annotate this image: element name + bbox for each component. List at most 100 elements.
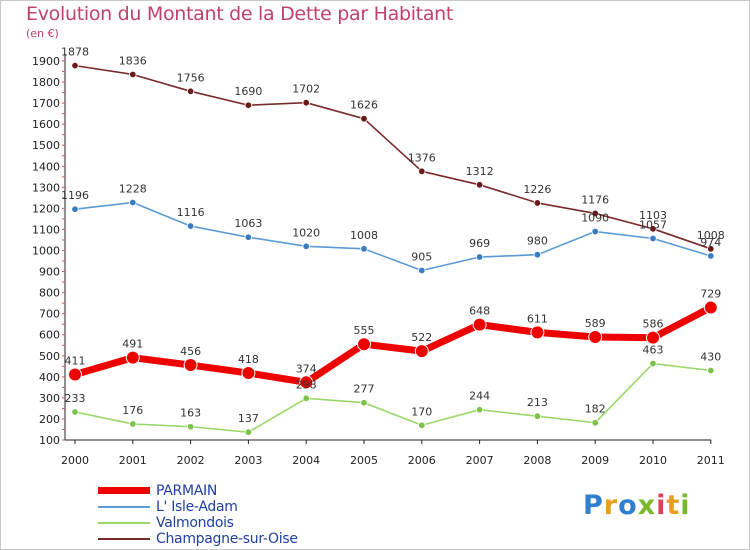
data-point <box>186 423 195 431</box>
data-point <box>71 205 79 213</box>
x-tick-label: 2002 <box>177 454 205 467</box>
tick-labels: 1002003004005006007008009001000110012001… <box>32 55 725 467</box>
logo-letter: r <box>603 490 619 521</box>
legend-swatch <box>98 506 150 508</box>
data-point <box>244 233 253 241</box>
data-label: 1020 <box>292 226 320 239</box>
logo-letter: P <box>583 490 604 521</box>
y-tick-label: 700 <box>39 308 60 321</box>
data-label: 980 <box>527 235 548 248</box>
series-layer <box>68 61 718 436</box>
series-parmain <box>68 300 718 390</box>
data-point <box>707 366 715 375</box>
data-label: 298 <box>296 378 317 391</box>
x-tick-label: 2000 <box>61 454 89 467</box>
series-line <box>74 362 711 434</box>
y-tick-label: 1600 <box>32 118 60 131</box>
data-point <box>360 114 368 123</box>
data-label: 905 <box>411 251 432 264</box>
data-point <box>129 198 137 207</box>
data-label: 163 <box>180 407 201 420</box>
data-point <box>591 419 599 427</box>
proxiti-logo: Proxiti <box>583 490 691 521</box>
data-label: 182 <box>585 403 606 416</box>
data-point <box>472 317 487 332</box>
data-label: 969 <box>469 237 490 250</box>
data-label: 1690 <box>234 85 262 98</box>
data-label: 555 <box>354 324 375 337</box>
data-label: 1008 <box>697 229 725 242</box>
legend-item: PARMAIN <box>98 483 358 499</box>
x-tick-label: 2009 <box>581 454 609 467</box>
y-tick-label: 1500 <box>32 139 60 152</box>
legend-item: Valmondois <box>98 515 358 531</box>
data-point <box>530 325 545 340</box>
x-tick-label: 2010 <box>639 454 667 467</box>
data-point <box>475 181 484 189</box>
data-point <box>588 330 603 345</box>
data-label: 589 <box>585 317 606 330</box>
x-tick-label: 2007 <box>466 454 494 467</box>
data-point <box>302 394 310 403</box>
data-point <box>533 412 542 420</box>
data-point <box>649 225 657 233</box>
legend-label: Champagne-sur-Oise <box>156 531 298 547</box>
data-label: 176 <box>122 404 143 417</box>
data-label: 1226 <box>523 183 551 196</box>
data-point <box>418 421 426 429</box>
data-point <box>707 252 715 260</box>
y-tick-label: 600 <box>39 329 60 342</box>
data-point <box>533 199 542 207</box>
data-label: 974 <box>700 236 721 249</box>
data-label: 586 <box>643 318 664 331</box>
y-tick-label: 900 <box>39 266 60 279</box>
data-point <box>418 167 426 176</box>
data-label: 418 <box>238 353 259 366</box>
y-axis-unit-label: (en €) <box>26 27 59 40</box>
y-tick-label: 300 <box>39 392 60 405</box>
x-tick-label: 2005 <box>350 454 378 467</box>
data-label: 456 <box>180 345 201 358</box>
x-tick-label: 2011 <box>697 454 725 467</box>
data-point <box>71 408 79 416</box>
data-point <box>360 245 368 253</box>
axes <box>62 54 712 444</box>
data-point <box>649 234 657 243</box>
logo-letter: i <box>656 490 667 521</box>
data-point <box>357 337 371 352</box>
data-label: 1878 <box>61 46 89 59</box>
y-tick-label: 1000 <box>32 245 60 258</box>
data-label: 137 <box>238 412 259 425</box>
data-point <box>299 375 314 390</box>
logo-letter: x <box>637 490 657 521</box>
series-line <box>74 304 713 386</box>
data-label: 648 <box>469 305 490 318</box>
data-point <box>418 266 426 275</box>
data-point <box>414 344 429 359</box>
data-point <box>475 405 484 414</box>
data-point <box>646 330 660 345</box>
data-point <box>129 420 137 428</box>
data-point <box>71 61 79 70</box>
y-tick-label: 100 <box>39 434 60 447</box>
y-tick-label: 800 <box>39 287 60 300</box>
data-label: 277 <box>354 383 375 396</box>
y-tick-label: 500 <box>39 350 60 363</box>
y-tick-label: 1800 <box>32 76 60 89</box>
data-label: 1312 <box>466 165 494 178</box>
data-label: 374 <box>296 362 317 375</box>
data-label: 1228 <box>119 182 147 195</box>
series-l-isle-adam <box>71 198 715 275</box>
data-label: 1702 <box>292 83 320 96</box>
data-label: 1376 <box>408 151 436 164</box>
y-tick-label: 1700 <box>32 97 60 110</box>
data-label: 233 <box>65 392 86 405</box>
series-valmondois <box>71 359 715 436</box>
data-point <box>475 253 484 261</box>
data-label: 1196 <box>61 189 89 202</box>
legend-swatch <box>98 538 150 540</box>
data-label: 1090 <box>581 212 609 225</box>
y-tick-label: 1300 <box>32 181 60 194</box>
